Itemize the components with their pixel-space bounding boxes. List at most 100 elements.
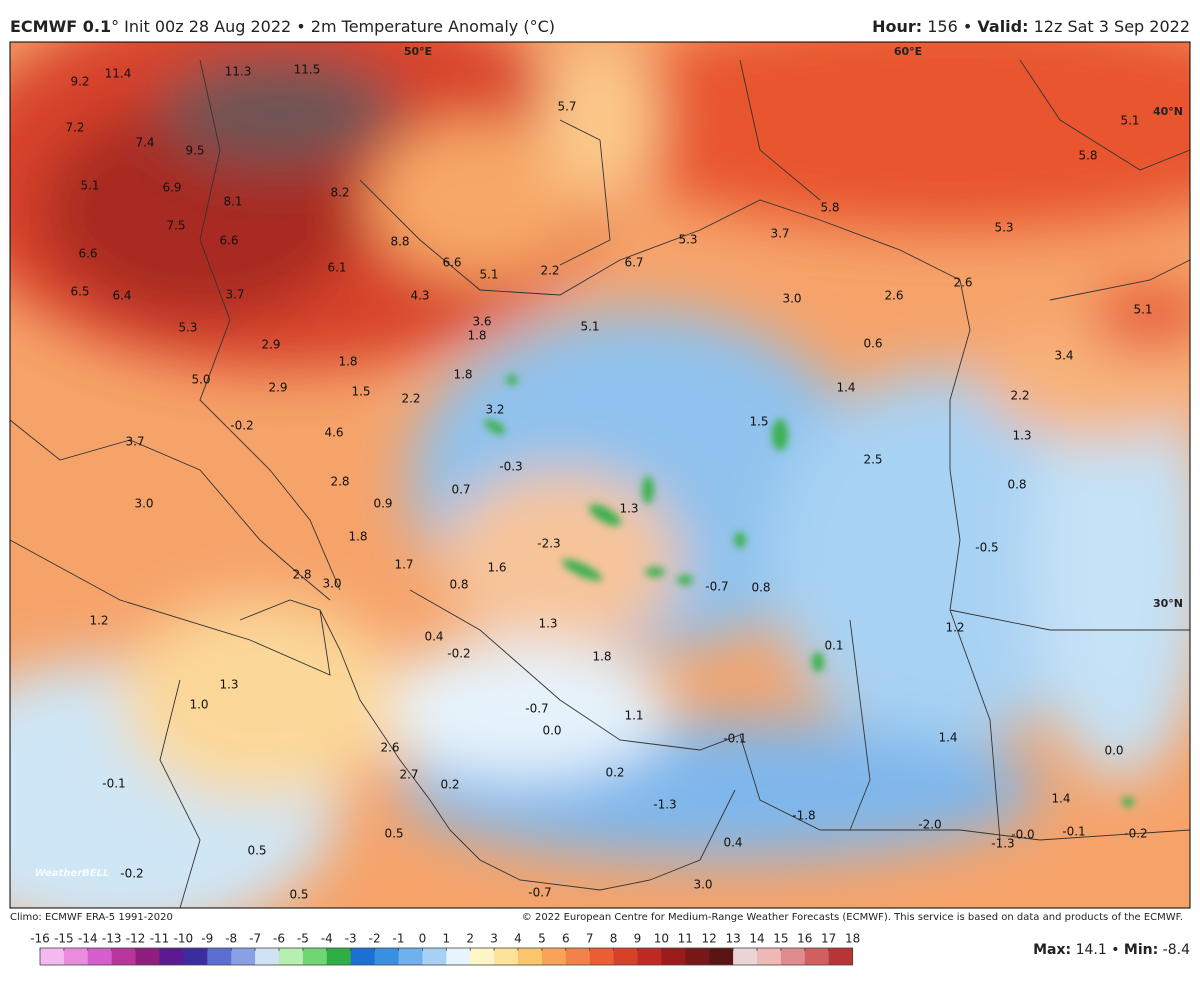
map-value-label: 2.8 (330, 475, 349, 489)
map-value-label: 2.9 (261, 338, 280, 352)
hour-label: Hour: (872, 17, 922, 36)
separator: • (963, 17, 972, 36)
colorbar-tick-label: -14 (78, 932, 98, 946)
map-value-label: 2.6 (884, 289, 903, 303)
map-value-label: 1.5 (351, 385, 370, 399)
colorbar-tick-label: -11 (150, 932, 170, 946)
map-value-label: 5.1 (80, 179, 99, 193)
colorbar-tick-label: 7 (586, 932, 594, 946)
map-value-label: 2.8 (292, 568, 311, 582)
map-value-label: 0.8 (1007, 478, 1026, 492)
colorbar-segment (685, 948, 710, 965)
map-value-label: 1.3 (619, 502, 638, 516)
colorbar-tick-label: 0 (419, 932, 427, 946)
map-value-label: 1.8 (348, 530, 367, 544)
map-value-label: -0.5 (975, 541, 998, 555)
colorbar-segment (111, 948, 137, 965)
map-value-label: 5.3 (678, 233, 697, 247)
colorbar-tick-label: -2 (369, 932, 381, 946)
map-value-label: 1.5 (749, 415, 768, 429)
colorbar-segment (159, 948, 184, 965)
map-value-label: 1.8 (338, 355, 357, 369)
map-value-label: 0.1 (824, 639, 843, 653)
map-value-label: -0.2 (230, 419, 253, 433)
map-value-label: -0.2 (1124, 827, 1147, 841)
map-value-label: 3.7 (770, 227, 789, 241)
map-value-label: 11.3 (225, 65, 252, 79)
map-value-label: 1.8 (467, 329, 486, 343)
title-bold: ECMWF 0.1 (10, 17, 111, 36)
map-value-label: 7.5 (166, 219, 185, 233)
map-value-label: -0.7 (705, 580, 728, 594)
map-value-label: 6.5 (70, 285, 89, 299)
colorbar-segment (757, 948, 782, 965)
colorbar-segment (565, 948, 591, 965)
map-value-label: 6.1 (327, 261, 346, 275)
colorbar-segment (470, 948, 495, 965)
colorbar-segment (87, 948, 113, 965)
colorbar-segment (326, 948, 352, 965)
colorbar-tick-label: 8 (610, 932, 618, 946)
valid-time: Hour: 156 • Valid: 12z Sat 3 Sep 2022 (872, 17, 1190, 36)
colorbar-tick-label: 6 (562, 932, 570, 946)
map-value-label: 6.6 (219, 234, 238, 248)
map-value-label: 1.7 (394, 558, 413, 572)
map-value-label: 5.8 (820, 201, 839, 215)
colorbar-segment (207, 948, 232, 965)
stats: Max: 14.1 • Min: -8.4 (1033, 942, 1190, 958)
colorbar-tick-label: 14 (749, 932, 764, 946)
map-value-label: 11.4 (105, 67, 132, 81)
colorbar-tick-label: 5 (538, 932, 546, 946)
map-value-label: 3.6 (472, 315, 491, 329)
colorbar-segment (637, 948, 662, 965)
colorbar-tick-label: -4 (321, 932, 333, 946)
map-value-label: 3.7 (125, 435, 144, 449)
colorbar-tick-label: -10 (174, 932, 194, 946)
map-value-label: 2.5 (863, 453, 882, 467)
graticule-label: 30°N (1153, 597, 1183, 610)
map-value-label: 1.2 (89, 614, 108, 628)
map-value-label: 0.2 (605, 766, 624, 780)
map-value-label: -0.3 (499, 460, 522, 474)
colorbar-segment (422, 948, 447, 965)
map-value-label: 2.2 (1010, 389, 1029, 403)
min-label: Min: (1124, 942, 1158, 958)
valid-label: Valid: (977, 17, 1028, 36)
map-value-label: -0.1 (102, 777, 125, 791)
colorbar-segment (302, 948, 328, 965)
colorbar-segment (709, 948, 734, 965)
map-value-label: 3.7 (225, 288, 244, 302)
colorbar-segment (661, 948, 686, 965)
borders (10, 59, 1190, 908)
colorbar-segment (63, 948, 89, 965)
map-value-label: 8.1 (223, 195, 242, 209)
colorbar-segment (828, 948, 854, 965)
colorbar-tick-label: -9 (201, 932, 213, 946)
colorbar-tick-label: 10 (654, 932, 669, 946)
map-value-label: 2.9 (268, 381, 287, 395)
map-value-label: -2.0 (918, 818, 941, 832)
title: ECMWF 0.1° Init 00z 28 Aug 2022 • 2m Tem… (10, 17, 555, 36)
map-value-label: 0.8 (751, 581, 770, 595)
logo: WeatherBELL (35, 868, 110, 879)
colorbar-segment (135, 948, 160, 965)
map-value-label: 1.2 (945, 621, 964, 635)
colorbar-tick-label: 1 (442, 932, 450, 946)
map-value-label: 3.0 (782, 292, 801, 306)
map-value-label: 1.8 (592, 650, 611, 664)
map-value-label: 2.6 (380, 741, 399, 755)
map-value-label: 1.4 (836, 381, 855, 395)
map-value-label: 6.6 (442, 256, 461, 270)
map-value-label: 0.4 (424, 630, 443, 644)
map-value-label: 2.6 (953, 276, 972, 290)
colorbar-tick-label: 9 (634, 932, 642, 946)
map-value-label: 6.6 (78, 247, 97, 261)
colorbar-segment (279, 948, 304, 965)
colorbar-segment (40, 948, 65, 965)
map-value-label: 11.5 (294, 63, 321, 77)
colorbar-tick-label: -6 (273, 932, 285, 946)
colorbar: -16 -15 -14 -13 -12 -11 -10 -9 -8 -7 -6 -5 -4 -3 -2 -1 0… (30, 932, 860, 966)
colorbar-tick-label: 11 (678, 932, 693, 946)
map-value-label: 6.7 (624, 256, 643, 270)
